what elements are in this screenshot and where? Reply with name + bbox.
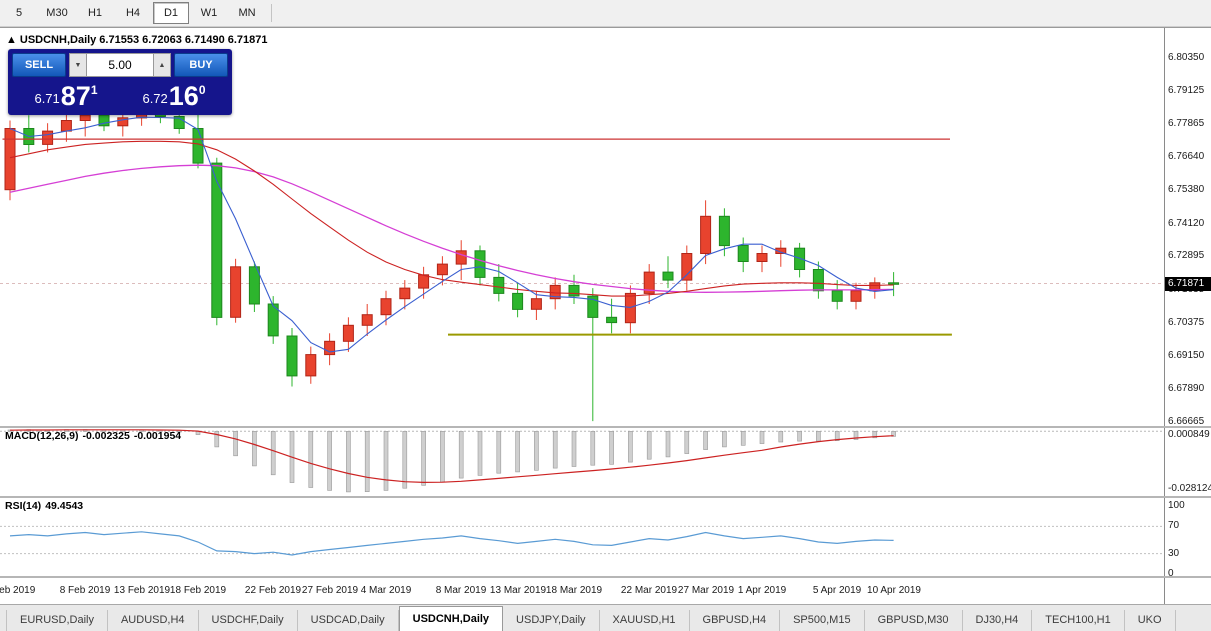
sell-price-prefix: 6.71 — [34, 91, 60, 106]
date-label: 5 Apr 2019 — [812, 585, 862, 596]
macd-value-signal: -0.001954 — [133, 430, 182, 442]
chart-symbol-title: USDCNH,Daily — [19, 34, 97, 46]
buy-price-big-digits: 16 — [168, 81, 199, 111]
timeframe-button-mn[interactable]: MN — [238, 7, 256, 19]
sell-price-pipette: 1 — [90, 83, 98, 97]
tab-usdcad-daily[interactable]: USDCAD,Daily — [298, 610, 399, 631]
volume-increase-button[interactable]: ▲ — [153, 53, 171, 77]
toolbar-separator — [271, 4, 272, 22]
sell-price-display[interactable]: 6.71 87 1 — [12, 79, 120, 111]
timeframe-button-5[interactable]: 5 — [15, 7, 23, 19]
buy-button[interactable]: BUY — [174, 53, 228, 77]
date-label: 22 Feb 2019 — [244, 585, 302, 596]
rsi-value: 49.4543 — [45, 500, 84, 512]
price-scale-label: 6.72895 — [1168, 250, 1205, 261]
tab-gbpusd-m30[interactable]: GBPUSD,M30 — [865, 610, 963, 631]
macd-name: MACD(12,26,9) — [5, 430, 79, 442]
volume-spinner: ▼ 5.00 ▲ — [69, 53, 171, 77]
macd-scale-top-label: 0.000849 — [1168, 429, 1210, 440]
date-label: 8 Feb 2019 — [59, 585, 111, 596]
macd-value-main: -0.002325 — [82, 430, 130, 442]
macd-scale-bottom-label: -0.028124 — [1168, 483, 1211, 494]
one-click-trading-panel: SELL ▼ 5.00 ▲ BUY 6.71 87 1 6.72 16 0 — [8, 49, 232, 115]
rsi-scale-label: 70 — [1168, 520, 1180, 531]
rsi-label: RSI(14) 49.4543 — [5, 500, 87, 512]
tab-uko[interactable]: UKO — [1125, 610, 1176, 631]
price-scale-label: 6.76640 — [1168, 151, 1205, 162]
ma-fast-line — [9, 116, 894, 353]
ma-mid-line — [9, 140, 894, 297]
tab-eurusd-daily[interactable]: EURUSD,Daily — [6, 610, 108, 631]
price-chart-pane[interactable] — [0, 28, 1164, 426]
buy-price-prefix: 6.72 — [142, 91, 168, 106]
date-label: 18 Feb 2019 — [169, 585, 227, 596]
price-scale-label: 6.80350 — [1168, 52, 1205, 63]
price-scale-label: 6.70375 — [1168, 317, 1205, 328]
price-scale-label: 6.69150 — [1168, 350, 1205, 361]
buy-price-display[interactable]: 6.72 16 0 — [120, 79, 228, 111]
date-label: 4 Mar 2019 — [360, 585, 412, 596]
rsi-scale-label: 0 — [1168, 568, 1174, 579]
rsi-line — [9, 531, 894, 556]
chart-title: ▲ USDCNH,Daily 6.71553 6.72063 6.71490 6.7… — [6, 34, 271, 46]
macd-signal-line — [9, 429, 894, 484]
chart-ohlc-values: 6.71553 6.72063 6.71490 6.71871 — [99, 34, 268, 46]
volume-input[interactable]: 5.00 — [87, 53, 153, 77]
price-scale-label: 6.79125 — [1168, 85, 1205, 96]
date-label: 13 Feb 2019 — [113, 585, 171, 596]
price-scale-label: 6.67890 — [1168, 383, 1205, 394]
chart-window: ▲ USDCNH,Daily 6.71553 6.72063 6.71490 6.7… — [0, 27, 1211, 604]
pane-separator[interactable] — [0, 496, 1211, 498]
date-label: 27 Feb 2019 — [301, 585, 359, 596]
date-label: 10 Apr 2019 — [867, 585, 921, 596]
tab-tech100-h1[interactable]: TECH100,H1 — [1032, 610, 1125, 631]
pane-separator[interactable] — [0, 576, 1211, 578]
tab-usdcnh-daily[interactable]: USDCNH,Daily — [398, 606, 504, 631]
tab-xauusd-h1[interactable]: XAUUSD,H1 — [600, 610, 690, 631]
candlesticks — [4, 103, 900, 422]
tab-sp500-m15[interactable]: SP500,M15 — [780, 610, 865, 631]
pane-separator[interactable] — [0, 426, 1211, 428]
price-scale-label: 6.75380 — [1168, 184, 1205, 195]
collapse-panel-icon[interactable]: ▲ — [6, 34, 17, 46]
price-scale-label: 6.66665 — [1168, 416, 1205, 427]
sell-button[interactable]: SELL — [12, 53, 66, 77]
timeframe-toolbar: 5 M30 H1 H4 D1 W1 MN — [0, 0, 1211, 27]
timeframe-button-m30[interactable]: M30 — [46, 7, 68, 19]
macd-label: MACD(12,26,9) -0.002325 -0.001954 — [5, 430, 185, 442]
tab-audusd-h4[interactable]: AUDUSD,H4 — [108, 610, 199, 631]
date-label: 13 Mar 2019 — [489, 585, 547, 596]
chart-tabbar: EURUSD,Daily AUDUSD,H4 USDCHF,Daily USDCAD,… — [0, 604, 1211, 631]
date-label: 27 Mar 2019 — [677, 585, 735, 596]
date-label: 4 Feb 2019 — [0, 585, 36, 596]
tab-usdjpy-daily[interactable]: USDJPY,Daily — [503, 610, 600, 631]
date-label: 1 Apr 2019 — [737, 585, 787, 596]
date-label: 22 Mar 2019 — [620, 585, 678, 596]
rsi-scale-label: 100 — [1168, 500, 1185, 511]
price-scale-label: 6.74120 — [1168, 218, 1205, 229]
price-scale-label: 6.77865 — [1168, 118, 1205, 129]
ma-slow-line — [9, 164, 894, 293]
buy-price-pipette: 0 — [198, 83, 206, 97]
tab-dj30-h4[interactable]: DJ30,H4 — [963, 610, 1033, 631]
timeframe-button-w1[interactable]: W1 — [200, 7, 218, 19]
macd-pane[interactable] — [0, 428, 1164, 496]
rsi-scale-label: 30 — [1168, 548, 1180, 559]
current-price-badge: 6.71871 — [1165, 277, 1211, 291]
date-label: 8 Mar 2019 — [435, 585, 487, 596]
date-label: 18 Mar 2019 — [545, 585, 603, 596]
timeframe-button-h4[interactable]: H4 — [125, 7, 141, 19]
price-axis[interactable]: 6.71871 0.000849 -0.028124 6.80350 6.7912… — [1164, 28, 1211, 604]
timeframe-button-d1[interactable]: D1 — [153, 2, 189, 24]
sell-price-big-digits: 87 — [60, 81, 91, 111]
tab-usdchf-daily[interactable]: USDCHF,Daily — [199, 610, 298, 631]
timeframe-button-h1[interactable]: H1 — [87, 7, 103, 19]
rsi-name: RSI(14) — [5, 500, 42, 512]
tab-gbpusd-h4[interactable]: GBPUSD,H4 — [690, 610, 781, 631]
volume-decrease-button[interactable]: ▼ — [69, 53, 87, 77]
rsi-pane[interactable] — [0, 498, 1164, 576]
